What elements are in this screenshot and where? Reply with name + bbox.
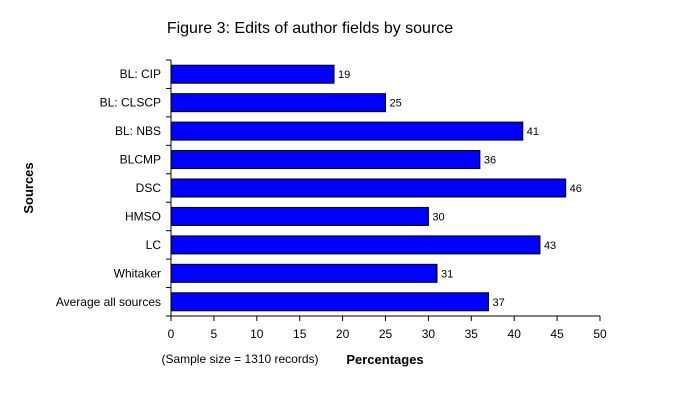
- bar: [170, 121, 524, 141]
- data-label: 30: [432, 211, 444, 223]
- data-label: 37: [492, 297, 504, 309]
- x-tick-label: 15: [293, 327, 307, 341]
- x-tick-label: 50: [593, 327, 607, 341]
- category-label: BL: NBS: [115, 124, 161, 138]
- bar: [170, 64, 335, 84]
- bar: [170, 93, 386, 113]
- x-tick-label: 20: [336, 327, 350, 341]
- category-label: BLCMP: [120, 153, 161, 167]
- x-tick-label: 5: [211, 327, 218, 341]
- category-label: Average all sources: [56, 295, 161, 309]
- x-tick-label: 25: [379, 327, 393, 341]
- data-label: 43: [544, 240, 556, 252]
- x-tick-label: 10: [250, 327, 264, 341]
- bar: [170, 235, 541, 255]
- data-label: 36: [484, 155, 496, 167]
- bar: [170, 178, 567, 198]
- bar: [170, 263, 438, 283]
- x-tick-label: 40: [508, 327, 522, 341]
- bar: [170, 292, 489, 312]
- chart-marks: BL: CIP 19 BL: CLSCP 25 BL: NBS 41 BLCMP 36 DSC 4…: [56, 59, 607, 341]
- x-tick-label: 45: [550, 327, 564, 341]
- x-axis-title: Percentages: [346, 352, 423, 367]
- chart-title: Figure 3: Edits of author fields by sour…: [167, 20, 453, 37]
- data-label: 25: [390, 98, 402, 110]
- category-label: LC: [146, 238, 162, 252]
- bar: [170, 206, 429, 226]
- x-tick-label: 35: [465, 327, 479, 341]
- data-label: 41: [527, 126, 539, 138]
- category-label: BL: CLSCP: [100, 96, 161, 110]
- category-label: BL: CIP: [120, 67, 161, 81]
- data-label: 46: [570, 183, 582, 195]
- category-label: DSC: [136, 181, 162, 195]
- data-label: 31: [441, 268, 453, 280]
- sample-size-note: (Sample size = 1310 records): [161, 352, 318, 366]
- data-label: 19: [338, 69, 350, 81]
- category-label: HMSO: [125, 209, 161, 223]
- x-tick-label: 30: [422, 327, 436, 341]
- y-axis-title: Sources: [21, 162, 36, 213]
- category-label: Whitaker: [114, 266, 161, 280]
- x-tick-label: 0: [168, 327, 175, 341]
- bar: [170, 150, 481, 170]
